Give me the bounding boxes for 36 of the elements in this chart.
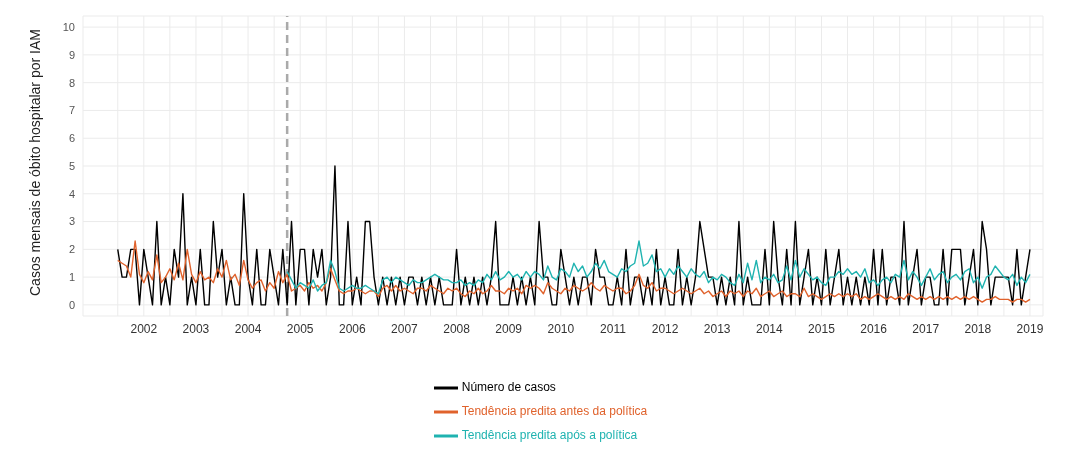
y-tick-label: 5: [68, 159, 75, 172]
y-axis-title: Casos mensais de óbito hospitalar por IAM: [26, 29, 43, 296]
x-tick-label: 2012: [651, 321, 679, 336]
y-tick-label: 10: [62, 21, 75, 34]
y-tick-label: 6: [68, 132, 75, 145]
x-tick-label: 2005: [286, 321, 314, 336]
line-series: [286, 240, 1031, 295]
y-tick-label: 0: [68, 298, 75, 311]
x-tick-label: 2004: [234, 321, 262, 336]
x-tick-label: 2010: [547, 321, 575, 336]
x-tick-label: 2013: [703, 321, 731, 336]
y-tick-label: 1: [68, 271, 75, 284]
x-tick-label: 2003: [182, 321, 210, 336]
legend-label: Tendência predita antes da política: [461, 404, 648, 419]
x-tick-label: 2018: [964, 321, 992, 336]
x-tick-label: 2007: [391, 321, 419, 336]
x-tick-label: 2017: [912, 321, 940, 336]
x-tick-label: 2002: [130, 321, 158, 336]
x-tick-label: 2006: [338, 321, 366, 336]
legend-label: Tendência predita após a política: [461, 428, 638, 443]
x-tick-label: 2014: [755, 321, 783, 336]
x-tick-label: 2011: [600, 321, 627, 336]
y-tick-label: 4: [68, 187, 75, 200]
x-tick-label: 2016: [860, 321, 888, 336]
x-tick-label: 2008: [443, 321, 471, 336]
y-tick-label: 2: [68, 243, 75, 256]
y-tick-label: 3: [68, 215, 75, 228]
x-tick-label: 2019: [1016, 321, 1044, 336]
legend-label: Número de casos: [461, 380, 556, 395]
x-tick-label: 2009: [495, 321, 523, 336]
line-series: [117, 240, 1031, 303]
x-tick-label: 2015: [808, 321, 836, 336]
y-tick-label: 9: [68, 48, 75, 61]
y-tick-label: 7: [68, 104, 75, 117]
y-tick-label: 8: [68, 76, 75, 89]
line-series: [117, 165, 1031, 306]
